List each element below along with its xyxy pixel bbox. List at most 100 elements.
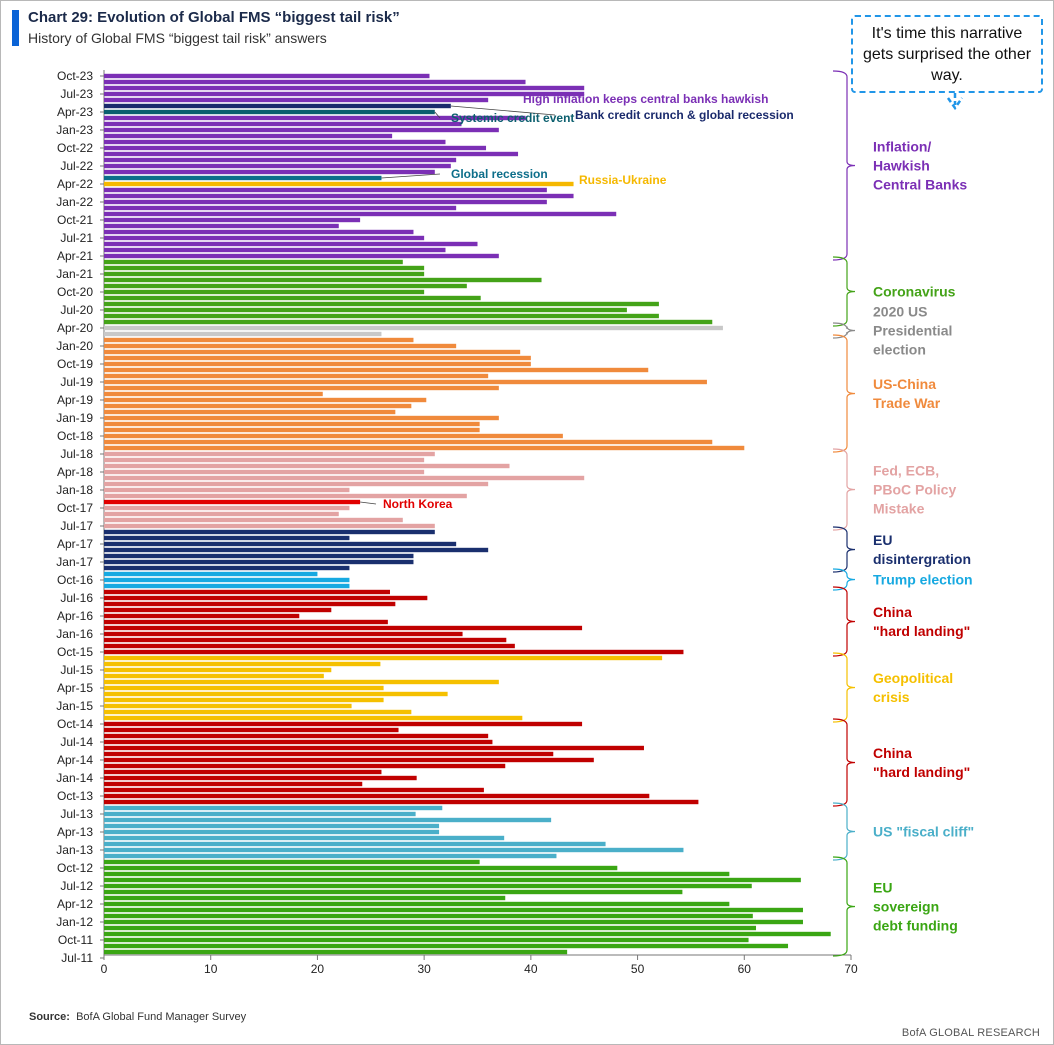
group-brace [832,652,856,723]
bar [104,91,585,97]
bar [104,373,489,379]
annotation-label: North Korea [383,497,453,511]
bar [104,631,463,637]
y-tick-label: Jan-14 [56,771,93,785]
bar [104,205,457,211]
group-label: disintergration [873,551,971,567]
group-label: Trade War [873,395,941,411]
annotation-leader [434,111,441,119]
group-label: Presidential [873,323,952,339]
y-tick-label: Jan-19 [56,411,93,425]
group-brace [832,448,856,531]
bar [104,841,606,847]
bar [104,715,523,721]
bar [104,859,480,865]
bar [104,409,396,415]
group-label: PBoC Policy [873,482,956,498]
y-tick-label: Jul-22 [60,159,93,173]
group-label: US "fiscal cliff" [873,824,974,840]
bar [104,157,457,163]
source-text: BofA Global Fund Manager Survey [76,1011,247,1023]
bar [104,655,663,661]
group-brace [832,856,856,957]
bar [104,433,563,439]
group-label: US-China [873,376,936,392]
annotation-leader [450,105,556,116]
bar [104,799,699,805]
bar [104,253,499,259]
bar [104,547,489,553]
bar [104,343,457,349]
bar [104,319,713,325]
group-label: China [873,604,912,620]
annotation-label: Global recession [451,167,548,181]
bar [104,901,730,907]
y-tick-label: Oct-21 [57,213,93,227]
bar [104,649,684,655]
y-tick-label: Jan-21 [56,267,93,281]
bar [104,835,505,841]
bar [104,229,414,235]
bar [104,733,489,739]
y-tick-label: Jan-20 [56,339,93,353]
bar [104,163,451,169]
bar [104,187,547,193]
bar [104,571,318,577]
source-note: Source: BofA Global Fund Manager Survey [29,1011,246,1023]
bar [104,133,393,139]
y-tick-label: Jan-15 [56,699,93,713]
bar [104,667,332,673]
y-tick-label: Oct-12 [57,861,93,875]
group-brace [832,586,856,657]
bar [104,685,384,691]
group-label: Coronavirus [873,284,956,300]
bar [104,775,417,781]
bar [104,871,730,877]
bar [104,679,499,685]
y-tick-label: Apr-22 [57,177,93,191]
group-label: China [873,745,912,761]
y-tick-label: Oct-19 [57,357,93,371]
bar [104,349,521,355]
bar [104,889,683,895]
bar [104,553,414,559]
bar [104,607,332,613]
y-tick-label: Jul-19 [60,375,93,389]
annotation-leader [381,173,441,179]
bar [104,577,350,583]
bar [104,73,430,79]
source-label: Source: [29,1011,70,1023]
bar [104,505,350,511]
bar [104,277,542,283]
y-tick-label: Jul-21 [60,231,93,245]
group-brace [832,802,856,861]
group-label: Trump election [873,572,973,588]
bar [104,691,448,697]
y-tick-label: Jul-15 [60,663,93,677]
bar [104,403,412,409]
bar [104,79,526,85]
bar [104,271,425,277]
bar [104,85,585,91]
bar [104,823,440,829]
bar [104,517,403,523]
bar [104,379,707,385]
bar [104,415,499,421]
bar [104,457,425,463]
bar [104,451,435,457]
brand-footer: BofA GLOBAL RESEARCH [901,1027,1040,1039]
bar [104,559,414,565]
bar [104,121,462,127]
annotation-leader [360,501,377,505]
y-tick-label: Jul-17 [60,519,93,533]
bar [104,193,574,199]
y-tick-label: Apr-15 [57,681,93,695]
bar [104,697,384,703]
bar [104,265,425,271]
bar [104,367,649,373]
bar [104,883,752,889]
y-tick-label: Oct-13 [57,789,93,803]
bar [104,145,487,151]
bar [104,943,789,949]
group-label: EU [873,532,892,548]
